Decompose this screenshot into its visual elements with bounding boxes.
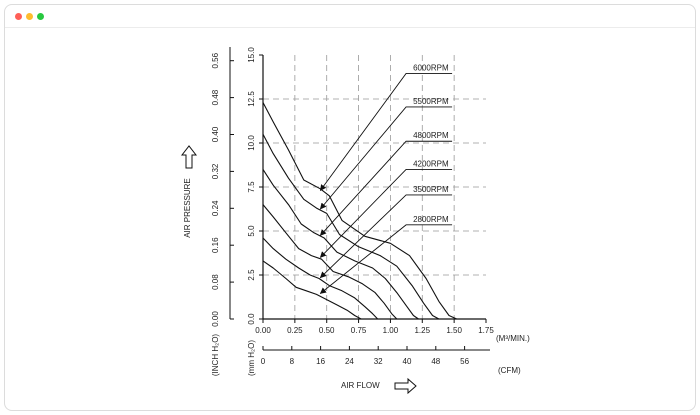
- inch-tick-label: 0.48: [211, 89, 220, 105]
- inch-tick-label: 0.32: [211, 163, 220, 179]
- leader-6000rpm: [319, 73, 453, 192]
- inch-tick-label: 0.56: [211, 52, 220, 68]
- leader-4200rpm: [319, 168, 453, 258]
- rpm-label-3500rpm: 3500RPM: [413, 185, 449, 194]
- close-window-button[interactable]: [15, 13, 22, 20]
- annotations-group: 6000RPM 5500RPM 4800RPM 4200RPM 3500RPM 2800R…: [319, 63, 453, 294]
- chart-grid: [263, 55, 486, 319]
- inch-tick-label: 0.40: [211, 126, 220, 142]
- y-axis-title: AIR PRESSURE: [183, 178, 192, 238]
- x-axis-unit-label: (M³/MIN.): [496, 334, 530, 343]
- inch-unit-label: (INCH H₂O): [211, 334, 220, 377]
- rpm-label-5500rpm: 5500RPM: [413, 97, 449, 106]
- y-tick-label: 12.5: [247, 91, 256, 107]
- rpm-label-4800rpm: 4800RPM: [413, 131, 449, 140]
- curves-group: [262, 102, 457, 320]
- curve-2800rpm: [262, 260, 362, 320]
- x-tick-label: 1.75: [478, 326, 494, 335]
- x-tick-label: 0.00: [255, 326, 271, 335]
- y-tick-label: 15.0: [247, 47, 256, 63]
- cfm-tick-label: 40: [403, 357, 412, 366]
- y-tick-label: 2.5: [247, 269, 256, 281]
- x-tick-label: 0.75: [351, 326, 367, 335]
- y-tick-label: 0.0: [247, 313, 256, 325]
- curve-4200rpm: [262, 204, 398, 320]
- cfm-tick-label: 48: [431, 357, 440, 366]
- y-tick-label: 5.0: [247, 225, 256, 237]
- cfm-tick-label: 24: [345, 357, 354, 366]
- inch-tick-label: 0.24: [211, 200, 220, 216]
- x-direction-arrow-icon: [394, 377, 417, 395]
- leader-4800rpm: [319, 140, 453, 236]
- curve-6000rpm: [262, 102, 457, 320]
- curve-5500rpm: [262, 133, 440, 320]
- y-tick-label: 7.5: [247, 181, 256, 193]
- inch-tick-label: 0.16: [211, 237, 220, 253]
- cfm-tick-label: 32: [374, 357, 383, 366]
- x-axis-title: AIR FLOW: [341, 381, 380, 390]
- y-tick-label: 10.0: [247, 135, 256, 151]
- title-bar: [5, 5, 695, 28]
- cfm-tick-label: 16: [316, 357, 325, 366]
- y-direction-arrow-icon: [180, 145, 198, 169]
- leader-5500rpm: [319, 106, 453, 210]
- x-tick-label: 0.50: [319, 326, 335, 335]
- rpm-label-6000rpm: 6000RPM: [413, 63, 449, 72]
- curve-3500rpm: [262, 237, 379, 320]
- leader-3500rpm: [319, 194, 453, 279]
- x-tick-label: 1.50: [446, 326, 462, 335]
- curve-4800rpm: [262, 169, 419, 320]
- leader-2800rpm: [319, 224, 453, 294]
- minimize-window-button[interactable]: [26, 13, 33, 20]
- cfm-tick-label: 56: [460, 357, 469, 366]
- axes-group: 0.00 0.25 0.50 0.75 1.00 1.25 1.50 1.75(M³/MIN.…: [180, 47, 530, 395]
- rpm-label-2800rpm: 2800RPM: [413, 215, 449, 224]
- inch-tick-label: 0.08: [211, 274, 220, 290]
- inch-tick-label: 0.00: [211, 311, 220, 327]
- cfm-tick-label: 8: [290, 357, 295, 366]
- x-tick-label: 1.25: [414, 326, 430, 335]
- maximize-window-button[interactable]: [37, 13, 44, 20]
- app-window: [4, 4, 696, 411]
- y-axis-unit-label: (mm H₂O): [247, 340, 256, 376]
- x-tick-label: 0.25: [287, 326, 303, 335]
- cfm-tick-label: 0: [261, 357, 266, 366]
- x-tick-label: 1.00: [383, 326, 399, 335]
- rpm-label-4200rpm: 4200RPM: [413, 159, 449, 168]
- cfm-unit-label: (CFM): [498, 366, 521, 375]
